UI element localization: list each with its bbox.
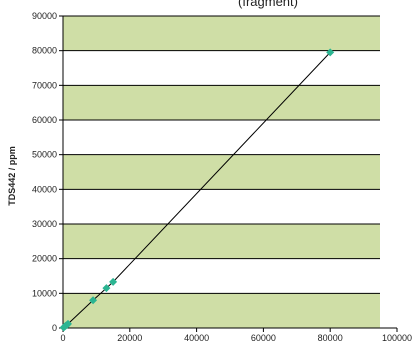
y-tick-label: 10000	[32, 288, 57, 298]
y-tick-label: 80000	[32, 46, 57, 56]
background-band	[63, 293, 380, 328]
background-band	[63, 224, 380, 259]
background-band	[63, 16, 380, 51]
x-tick-label: 60000	[251, 333, 276, 343]
x-tick-label: 100000	[382, 333, 412, 343]
y-tick-label: 60000	[32, 115, 57, 125]
y-tick-label: 0	[52, 323, 57, 333]
x-tick-label: 20000	[117, 333, 142, 343]
background-band	[63, 154, 380, 190]
y-tick-label: 30000	[32, 219, 57, 229]
y-tick-label: 70000	[32, 80, 57, 90]
chart-title: (fragment)	[238, 0, 298, 9]
x-tick-label: 0	[60, 333, 65, 343]
data-point	[64, 319, 73, 328]
y-tick-label: 90000	[32, 11, 57, 21]
y-tick-label: 20000	[32, 254, 57, 264]
data-points	[59, 48, 335, 332]
data-point	[109, 277, 118, 286]
background-bands	[63, 16, 380, 328]
x-tick-label: 80000	[318, 333, 343, 343]
axes	[62, 16, 397, 329]
data-point	[326, 48, 335, 57]
y-tick-label: 40000	[32, 184, 57, 194]
x-tick-label: 40000	[184, 333, 209, 343]
background-band	[63, 85, 380, 120]
x-axis-ticks: 0 20000 40000 60000 80000 100000	[60, 328, 412, 343]
data-point	[102, 284, 111, 293]
y-axis-title: TDS442 / ppm	[7, 146, 17, 206]
y-tick-label: 50000	[32, 150, 57, 160]
y-axis-ticks: 0 10000 20000 30000 40000 50000 60000 70000 8000…	[32, 11, 63, 333]
data-point	[89, 296, 98, 305]
gridlines	[63, 15, 380, 329]
